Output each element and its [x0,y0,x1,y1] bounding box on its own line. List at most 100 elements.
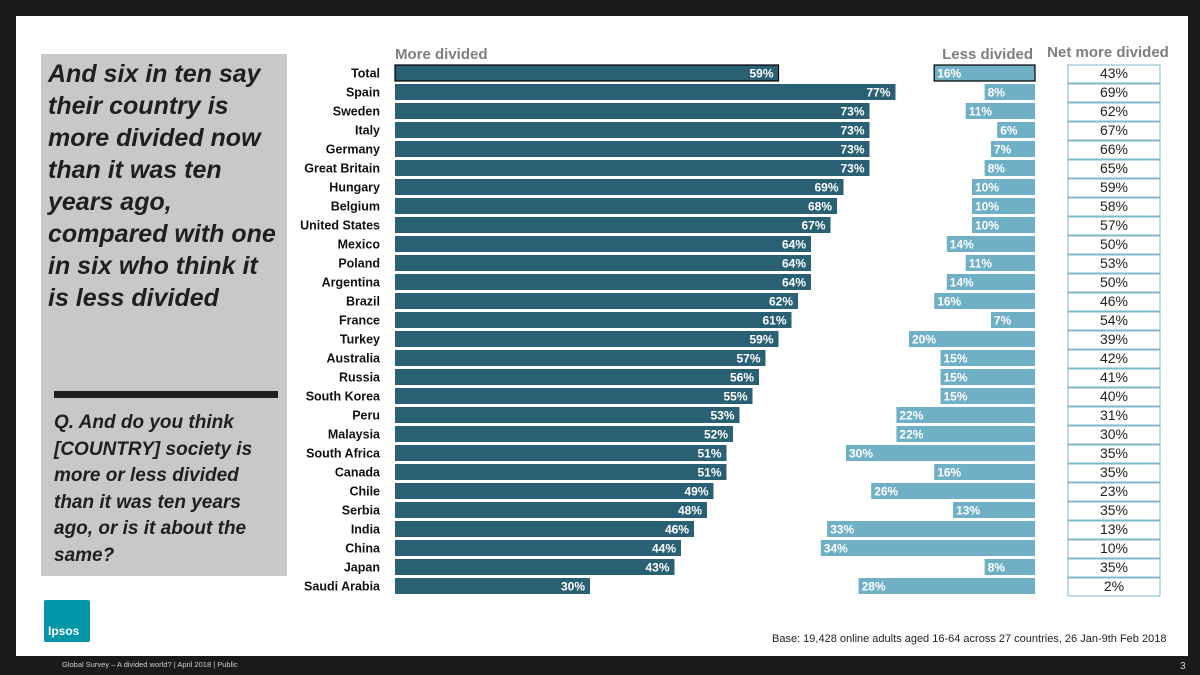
bar-more-divided [395,274,811,290]
value-label-more-divided: 48% [678,504,702,518]
net-value-label: 41% [1100,369,1128,385]
net-cell [1067,425,1161,445]
net-value-label: 35% [1100,464,1128,480]
value-label-more-divided: 77% [866,86,890,100]
net-cell [1067,368,1161,388]
net-cell [1067,102,1161,122]
value-label-more-divided: 64% [782,257,806,271]
bar-less-divided [953,502,1035,518]
net-value-label: 42% [1100,350,1128,366]
value-label-less-divided: 30% [849,447,873,461]
bar-less-divided [972,198,1035,214]
bar-more-divided [395,331,779,347]
value-label-more-divided: 64% [782,276,806,290]
bar-less-divided [965,103,1035,119]
category-label: Malaysia [328,428,381,442]
category-label: Serbia [342,504,381,518]
bar-more-divided [395,502,707,518]
bar-more-divided [395,84,896,100]
category-label: China [345,542,381,556]
category-label: Poland [338,257,380,271]
net-value-label: 50% [1100,236,1128,252]
net-value-label: 40% [1100,388,1128,404]
bar-less-divided [934,293,1035,309]
net-value-label: 59% [1100,179,1128,195]
category-label: Australia [327,352,382,366]
bar-less-divided [972,179,1035,195]
category-label: Sweden [333,105,380,119]
base-note: Base: 19,428 online adults aged 16-64 ac… [772,633,1167,645]
value-label-less-divided: 13% [956,504,980,518]
value-label-more-divided: 43% [645,561,669,575]
value-label-less-divided: 15% [944,371,968,385]
net-value-label: 58% [1100,198,1128,214]
header-less-divided: Less divided [942,46,1033,63]
category-label: United States [300,219,380,233]
value-label-less-divided: 28% [862,580,886,594]
value-label-less-divided: 34% [824,542,848,556]
net-value-label: 31% [1100,407,1128,423]
category-label: Chile [349,485,380,499]
value-label-less-divided: 26% [874,485,898,499]
value-label-less-divided: 33% [830,523,854,537]
net-cell [1067,577,1161,597]
bar-more-divided [395,483,714,499]
value-label-less-divided: 7% [994,143,1012,157]
value-label-more-divided: 55% [723,390,747,404]
category-label: South Africa [306,447,381,461]
value-label-more-divided: 73% [840,124,864,138]
value-label-less-divided: 8% [988,86,1006,100]
net-cell [1067,235,1161,255]
value-label-more-divided: 73% [840,162,864,176]
bar-more-divided [394,64,780,82]
value-label-more-divided: 52% [704,428,728,442]
value-label-more-divided: 69% [814,181,838,195]
value-label-less-divided: 16% [937,295,961,309]
bar-more-divided [395,540,681,556]
value-label-less-divided: 20% [912,333,936,347]
category-label: Spain [346,86,380,100]
net-value-label: 2% [1104,578,1124,594]
bar-less-divided [871,483,1035,499]
category-label: Great Britain [304,162,380,176]
ipsos-logo: Ipsos [44,600,90,642]
bar-more-divided [395,198,837,214]
value-label-less-divided: 16% [937,466,961,480]
net-cell [1067,330,1161,350]
net-value-label: 62% [1100,103,1128,119]
bar-less-divided [946,236,1035,252]
net-cell [1067,140,1161,160]
net-value-label: 39% [1100,331,1128,347]
net-cell [1067,501,1161,521]
value-label-less-divided: 8% [988,162,1006,176]
category-label: Total [351,67,380,81]
value-label-less-divided: 10% [975,181,999,195]
net-value-label: 65% [1100,160,1128,176]
net-value-label: 66% [1100,141,1128,157]
net-cell [1067,520,1161,540]
net-cell [1067,121,1161,141]
bar-less-divided [984,559,1035,575]
value-label-more-divided: 68% [808,200,832,214]
bar-more-divided [395,407,740,423]
bar-less-divided [933,64,1036,82]
bar-more-divided [395,426,733,442]
net-value-label: 23% [1100,483,1128,499]
bar-less-divided [934,464,1035,480]
bar-more-divided [395,160,870,176]
bar-more-divided [395,103,870,119]
category-label: Belgium [331,200,380,214]
value-label-more-divided: 59% [749,67,773,81]
bar-less-divided [990,141,1035,157]
bar-less-divided [896,426,1035,442]
category-label: Turkey [340,333,380,347]
bar-less-divided [896,407,1035,423]
net-cell [1067,83,1161,103]
net-value-label: 69% [1100,84,1128,100]
category-label: Mexico [338,238,381,252]
bar-more-divided [395,521,694,537]
category-label: Russia [339,371,381,385]
bar-less-divided [946,274,1035,290]
bar-less-divided [820,540,1035,556]
header-more-divided: More divided [395,46,488,63]
